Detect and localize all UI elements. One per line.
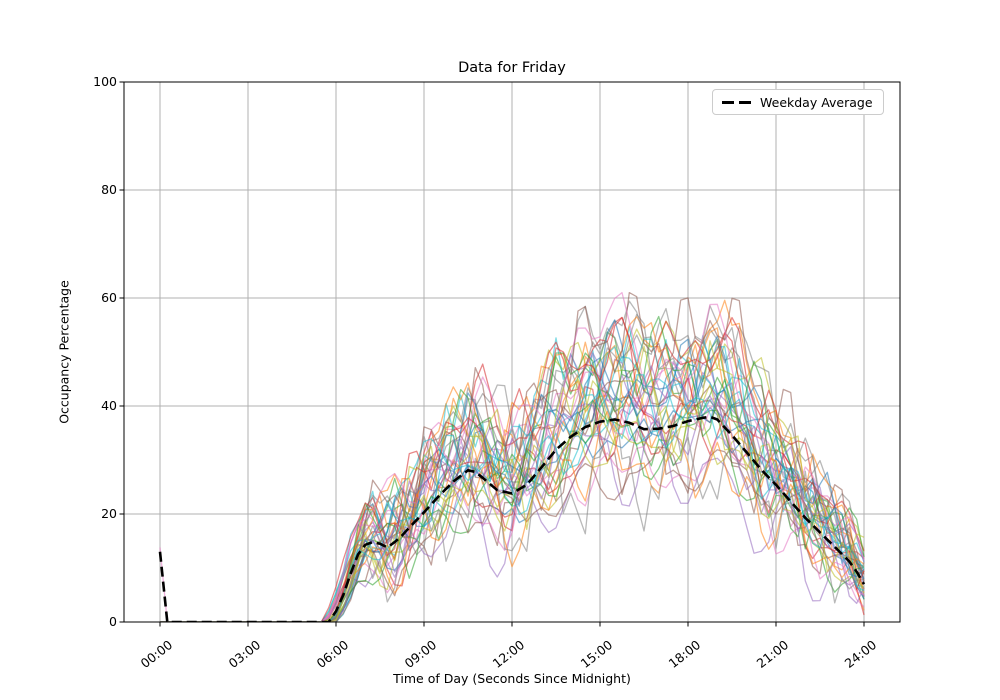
chart-title: Data for Friday — [458, 60, 566, 76]
y-tick-label: 100 — [93, 74, 117, 90]
weekday-average-line — [158, 415, 866, 622]
legend-label: Weekday Average — [760, 94, 873, 110]
series-lines — [158, 291, 866, 622]
day-series-line — [160, 420, 865, 622]
legend: Weekday Average — [712, 89, 884, 115]
y-axis-label: Occupancy Percentage — [56, 280, 72, 424]
day-series-line — [160, 300, 865, 622]
y-tick-label: 60 — [101, 290, 117, 306]
x-axis-label: Time of Day (Seconds Since Midnight) — [393, 671, 631, 686]
day-series-line — [160, 327, 865, 622]
y-tick-label: 20 — [101, 506, 117, 522]
tick-marks — [119, 81, 865, 627]
legend-dashed-line-sample — [722, 100, 751, 104]
day-series-line — [160, 398, 865, 622]
day-series-line — [160, 399, 865, 622]
y-tick-label: 80 — [101, 182, 117, 198]
y-tick-label: 0 — [109, 614, 117, 630]
day-series-line — [160, 410, 865, 622]
day-series-line — [160, 291, 865, 622]
day-series-line — [160, 319, 865, 622]
day-series-line — [160, 374, 865, 622]
day-series-line — [160, 316, 865, 622]
day-series-line — [160, 390, 865, 622]
day-series-line — [160, 352, 865, 622]
day-series-line — [160, 340, 865, 622]
day-series-line — [160, 435, 865, 622]
day-series-line — [160, 335, 865, 622]
y-tick-label: 40 — [101, 398, 117, 414]
day-series-line — [160, 291, 865, 622]
gridlines — [124, 81, 900, 623]
day-series-line — [160, 315, 865, 622]
day-series-line — [160, 404, 865, 622]
